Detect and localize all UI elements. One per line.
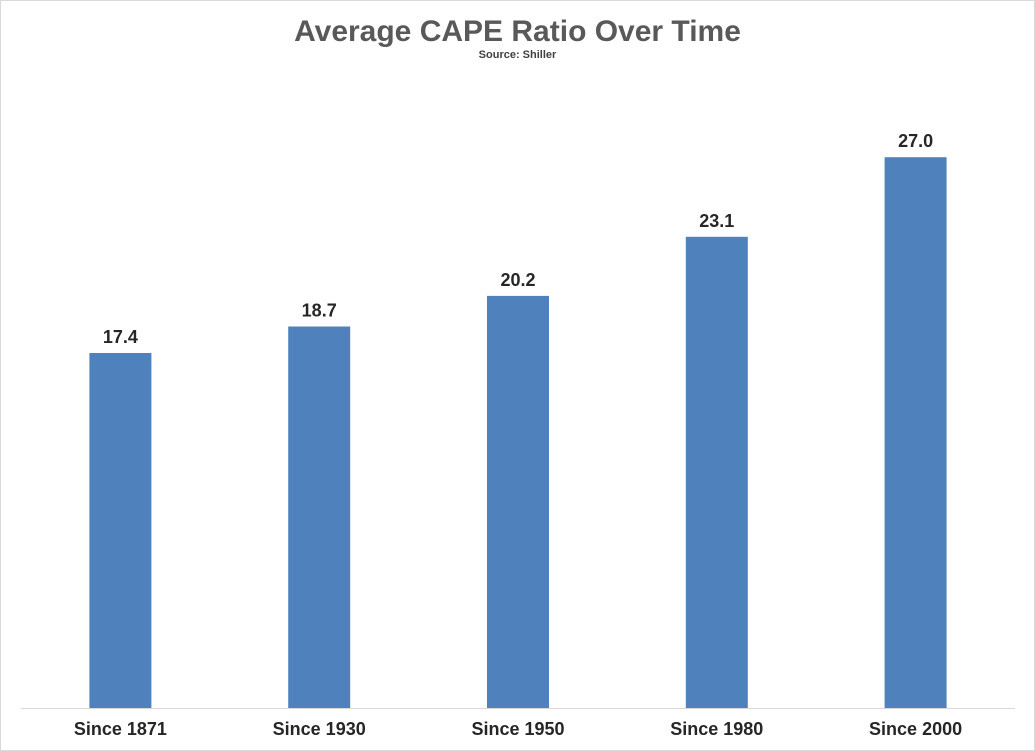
x-tick-label: Since 1980 <box>670 719 763 739</box>
value-labels-layer: 17.4 18.7 20.2 23.1 27.0 <box>103 131 933 347</box>
x-tick-label: Since 1950 <box>471 719 564 739</box>
bar-value-label: 20.2 <box>500 270 535 290</box>
bar <box>487 295 549 708</box>
x-tick-labels-layer: Since 1871 Since 1930 Since 1950 Since 1980… <box>74 719 962 739</box>
bar <box>89 353 152 708</box>
chart-subtitle: Source: Shiller <box>478 49 557 61</box>
bar-value-label: 23.1 <box>699 211 734 231</box>
bar <box>685 236 748 709</box>
chart-title: Average CAPE Ratio Over Time <box>294 15 741 48</box>
bar-value-label: 17.4 <box>103 327 138 347</box>
x-tick-label: Since 2000 <box>869 719 962 739</box>
bar-value-label: 27.0 <box>898 131 933 151</box>
x-tick-label: Since 1930 <box>273 719 366 739</box>
x-tick-label: Since 1871 <box>74 719 167 739</box>
bar <box>884 157 947 708</box>
bars-layer <box>89 157 947 709</box>
bar <box>288 326 351 708</box>
bar-value-label: 18.7 <box>302 301 337 321</box>
